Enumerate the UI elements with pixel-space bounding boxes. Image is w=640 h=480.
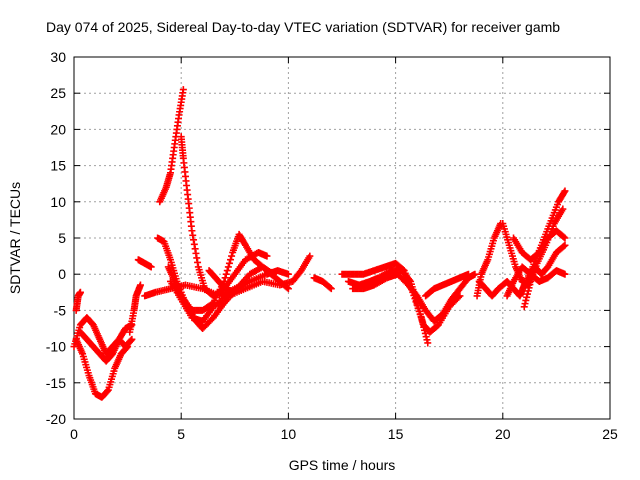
x-tick-label: 20 (495, 426, 511, 442)
data-point (521, 300, 529, 308)
data-point (223, 267, 231, 275)
data-point (522, 296, 530, 304)
series-track-5 (126, 281, 144, 336)
data-point (559, 205, 567, 213)
y-tick-label: 25 (50, 85, 66, 101)
series-track-17 (349, 270, 479, 325)
data-point (306, 252, 314, 260)
data-point (189, 231, 197, 239)
x-tick-label: 15 (388, 426, 404, 442)
data-series (70, 86, 569, 401)
y-tick-label: 5 (58, 230, 66, 246)
data-point (188, 227, 196, 235)
data-point (561, 241, 569, 249)
data-point (523, 293, 531, 301)
x-axis-label: GPS time / hours (289, 457, 396, 473)
data-point (123, 344, 131, 352)
data-point (104, 387, 111, 395)
data-point (524, 287, 532, 295)
data-point (327, 285, 335, 293)
data-point (136, 281, 144, 289)
data-point (224, 263, 232, 271)
data-point (124, 343, 132, 351)
y-tick-label: 30 (50, 49, 66, 65)
data-point (193, 254, 201, 262)
series-track-8 (156, 86, 187, 206)
y-tick-label: 20 (50, 121, 66, 137)
series-track-14 (310, 274, 335, 293)
data-point (191, 245, 199, 253)
y-tick-label: -20 (46, 411, 66, 427)
series-track-3 (76, 321, 136, 365)
data-point (147, 263, 155, 271)
series-track-4 (72, 288, 84, 314)
y-tick-label: -15 (46, 375, 66, 391)
data-point (561, 187, 569, 195)
y-axis-label: SDTVAR / TECUs (7, 182, 23, 294)
data-point (227, 256, 235, 264)
data-point (284, 285, 292, 293)
chart-title: Day 074 of 2025, Sidereal Day-to-day VTE… (46, 19, 560, 35)
series-track-24 (520, 241, 569, 311)
data-point (76, 288, 84, 296)
data-point (406, 276, 414, 284)
data-point (560, 242, 568, 250)
data-point (228, 252, 236, 260)
series-track-2 (72, 335, 132, 401)
data-point (561, 234, 569, 242)
data-point (225, 259, 233, 267)
data-point (128, 335, 136, 343)
data-point (422, 333, 430, 341)
data-point (523, 290, 531, 298)
y-tick-label: -5 (54, 302, 67, 318)
data-point (190, 240, 198, 248)
data-point (423, 336, 431, 344)
data-point (179, 86, 187, 94)
series-track-18 (422, 270, 472, 300)
y-tick-label: 15 (50, 158, 66, 174)
data-point (263, 252, 271, 260)
x-tick-label: 25 (602, 426, 618, 442)
axis-tick-labels: 0 5 10 15 20 25 -20 -15 -10 -5 0 5 10 15 20 25 30 (46, 49, 618, 442)
data-point (222, 270, 230, 278)
data-point (526, 281, 534, 289)
plot-frame (73, 56, 611, 420)
data-point (471, 270, 479, 278)
data-point (560, 188, 568, 196)
data-point (192, 249, 200, 257)
data-point (424, 339, 432, 347)
data-point (194, 258, 202, 266)
data-point (525, 284, 533, 292)
series-track-13 (205, 267, 232, 293)
data-point (221, 274, 229, 282)
y-tick-label: -10 (46, 339, 66, 355)
data-point (520, 303, 528, 311)
data-point (224, 285, 232, 293)
series-track-19 (473, 220, 505, 300)
x-tick-label: 0 (70, 426, 78, 442)
data-point (190, 236, 198, 244)
data-point (284, 270, 292, 278)
x-tick-label: 10 (281, 426, 297, 442)
series-track-23 (510, 227, 569, 264)
y-tick-label: 0 (58, 266, 66, 282)
data-point (326, 284, 334, 292)
y-tick-label: 10 (50, 194, 66, 210)
series-track-6 (134, 256, 155, 271)
data-point (127, 336, 135, 344)
data-point (560, 233, 568, 241)
data-point (561, 270, 569, 278)
data-point (464, 270, 472, 278)
series-track-12 (166, 252, 314, 325)
x-tick-label: 5 (177, 426, 185, 442)
